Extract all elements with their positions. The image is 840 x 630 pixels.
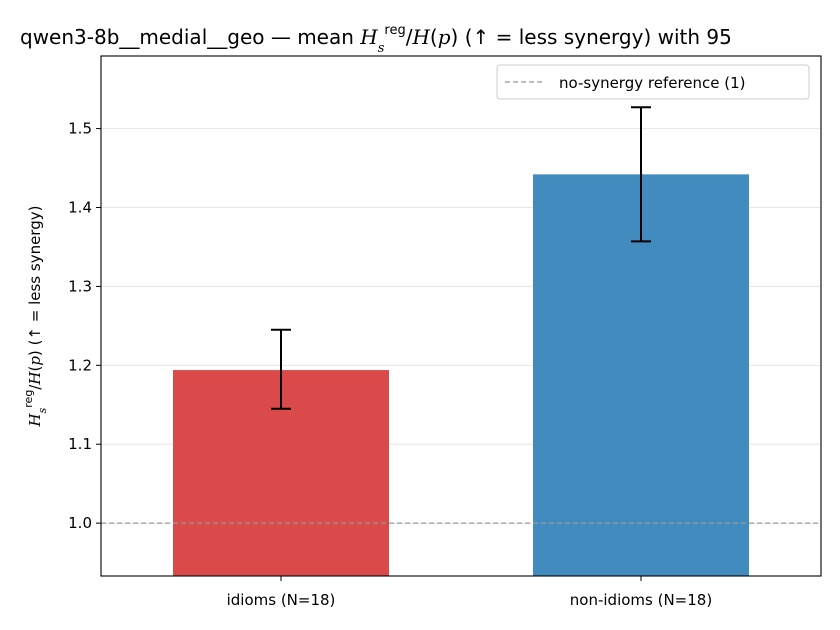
error-layer — [271, 106, 651, 410]
y-axis-label: Hsreg/H(p) (↑ = less synergy) — [22, 206, 49, 428]
y-axis: 1.0 1.1 1.2 1.3 1.4 1.5 — [68, 120, 101, 532]
x-axis: idioms (N=18) non-idioms (N=18) — [227, 576, 712, 609]
y-axis-label-suffix: (↑ = less synergy) — [26, 206, 44, 351]
y-tick-label: 1.3 — [68, 277, 92, 295]
x-tick-label: non-idioms (N=18) — [570, 591, 712, 609]
legend-reference-label: no-synergy reference (1) — [559, 74, 746, 92]
chart-title-prefix: qwen3-8b__medial__geo — mean — [20, 25, 360, 49]
legend: no-synergy reference (1) — [496, 64, 810, 100]
y-tick-label: 1.5 — [68, 120, 92, 138]
y-tick-label: 1.4 — [68, 199, 92, 217]
chart-title-suffix: (↑ = less synergy) with 95 — [458, 25, 732, 49]
y-tick-label: 1.2 — [68, 356, 92, 374]
legend-box — [496, 64, 810, 100]
plot-frame — [100, 55, 822, 577]
bar-layer — [173, 174, 749, 577]
x-tick-label: idioms (N=18) — [227, 591, 336, 609]
chart-title: qwen3-8b__medial__geo — mean Hsreg/H(p) … — [20, 23, 732, 56]
y-tick-label: 1.1 — [68, 435, 92, 453]
y-tick-label: 1.0 — [68, 514, 92, 532]
